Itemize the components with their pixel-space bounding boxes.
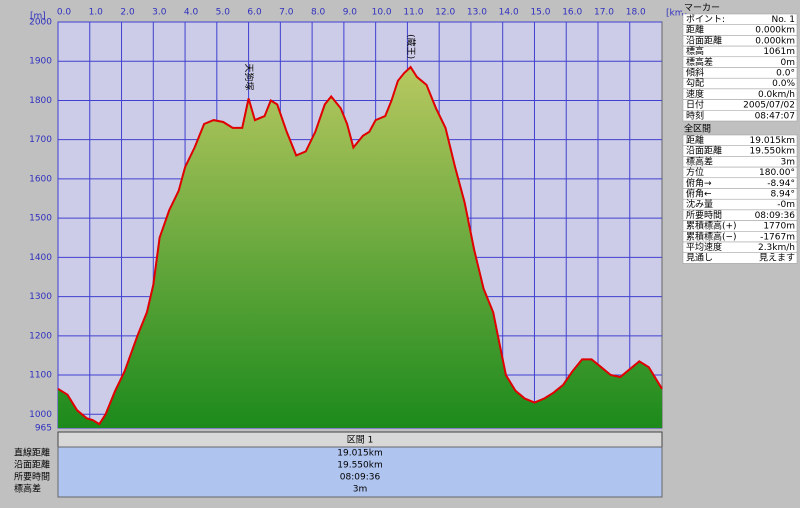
row-label: 沈み量 xyxy=(686,198,713,210)
row-value: No. 1 xyxy=(771,15,795,25)
y-tick-label: 1800 xyxy=(29,96,52,106)
x-tick-label: 15.0 xyxy=(530,8,550,18)
row-label: 平均速度 xyxy=(686,241,722,253)
y-tick-label: 1700 xyxy=(29,135,52,145)
row-label: 俯角→ xyxy=(686,177,712,189)
row-label: 沿面距離 xyxy=(14,459,50,471)
y-tick-label: 1000 xyxy=(29,410,52,420)
row-label: 標高差 xyxy=(686,56,713,68)
panel-header xyxy=(682,2,798,13)
section-title: 区間 1 xyxy=(347,435,374,446)
row-value: 19.550km xyxy=(337,461,382,471)
y-tick-label: 1400 xyxy=(29,253,52,263)
y-tick-label: 2000 xyxy=(29,18,52,28)
y-unit: [m] xyxy=(30,12,46,22)
annotation: (蔵王) xyxy=(405,34,417,59)
x-tick-label: 17.0 xyxy=(594,8,614,18)
row-label: 日付 xyxy=(686,100,704,111)
x-tick-label: 9.0 xyxy=(343,8,358,18)
row-value: 3m xyxy=(781,157,796,167)
row-label: ポイント: xyxy=(686,14,725,25)
row-label: 累積標高(−) xyxy=(686,230,737,242)
row-value: 1061m xyxy=(763,47,795,57)
row-value: 0.000km xyxy=(755,26,795,36)
y-tick-label: 1300 xyxy=(29,292,52,302)
annotation: 天狗塚 xyxy=(243,63,255,90)
x-tick-label: 0.0 xyxy=(57,8,72,18)
row-value: 8.94° xyxy=(770,190,795,200)
row-label: 俯角← xyxy=(686,188,712,200)
row-label: 所要時間 xyxy=(14,472,50,483)
x-tick-label: 10.0 xyxy=(372,8,392,18)
row-value: 2.3km/h xyxy=(758,243,795,253)
x-tick-label: 13.0 xyxy=(467,8,487,18)
row-value: 180.00° xyxy=(759,168,795,178)
x-tick-label: 11.0 xyxy=(403,8,423,18)
row-value: 08:09:36 xyxy=(340,473,381,483)
y-tick-label: 1100 xyxy=(29,371,52,381)
row-value: 0.0km/h xyxy=(758,90,795,100)
row-label: 標高 xyxy=(686,45,704,57)
row-label: 標高差 xyxy=(14,483,41,495)
x-tick-label: 4.0 xyxy=(184,8,199,18)
row-value: 0m xyxy=(781,58,796,68)
row-label: 距離 xyxy=(686,24,704,36)
y-tick-label: 965 xyxy=(35,424,52,434)
row-label: 方位 xyxy=(686,166,704,178)
y-tick-label: 1500 xyxy=(29,214,52,224)
row-value: 0.0% xyxy=(772,79,795,89)
row-value: -0m xyxy=(777,200,795,210)
row-label: 傾斜 xyxy=(686,67,704,79)
panel-title: 全区間 xyxy=(684,123,711,135)
x-tick-label: 1.0 xyxy=(89,8,104,18)
x-tick-label: 7.0 xyxy=(279,8,294,18)
panel-row xyxy=(682,110,798,122)
panel-row xyxy=(682,252,798,264)
profile-line xyxy=(57,65,663,426)
x-tick-label: 16.0 xyxy=(562,8,582,18)
row-value: 見えます xyxy=(759,253,795,264)
row-value: -1767m xyxy=(760,232,795,242)
x-tick-label: 18.0 xyxy=(626,8,646,18)
row-value: 19.015km xyxy=(750,136,795,146)
row-label: 時刻 xyxy=(686,109,704,121)
row-label: 沿面距離 xyxy=(686,34,722,46)
row-value: 1770m xyxy=(763,222,795,232)
x-tick-label: 3.0 xyxy=(152,8,167,18)
profile-area xyxy=(58,67,662,428)
row-label: 標高差 xyxy=(686,155,713,167)
row-value: -8.94° xyxy=(767,179,795,189)
x-tick-label: 6.0 xyxy=(247,8,262,18)
row-value: 08:47:07 xyxy=(755,111,795,121)
row-value: 2005/07/02 xyxy=(743,101,795,111)
y-tick-label: 1600 xyxy=(29,174,52,184)
x-tick-label: 2.0 xyxy=(120,8,135,18)
row-label: 沿面距離 xyxy=(686,145,722,157)
row-label: 距離 xyxy=(686,134,704,146)
row-label: 勾配 xyxy=(686,77,704,89)
row-value: 19.015km xyxy=(337,449,382,459)
panel-title: マーカー xyxy=(684,3,720,14)
x-tick-label: 8.0 xyxy=(311,8,326,18)
row-label: 速度 xyxy=(686,88,704,100)
x-tick-label: 14.0 xyxy=(499,8,519,18)
y-tick-label: 1200 xyxy=(29,331,52,341)
row-label: 所要時間 xyxy=(686,210,722,221)
y-tick-label: 1900 xyxy=(29,57,52,67)
panel-header xyxy=(682,123,798,134)
section-body xyxy=(57,446,663,498)
row-label: 累積標高(+) xyxy=(686,220,737,232)
x-tick-label: 5.0 xyxy=(216,8,231,18)
row-value: 0.000km xyxy=(755,36,795,46)
x-tick-label: 12.0 xyxy=(435,8,455,18)
row-value: 3m xyxy=(353,485,368,495)
row-label: 見通し xyxy=(686,253,713,264)
row-value: 19.550km xyxy=(750,147,795,157)
row-value: 08:09:36 xyxy=(755,211,796,221)
x-unit: [km] xyxy=(666,9,687,19)
row-label: 直線距離 xyxy=(14,447,50,459)
row-value: 0.0° xyxy=(776,69,795,79)
